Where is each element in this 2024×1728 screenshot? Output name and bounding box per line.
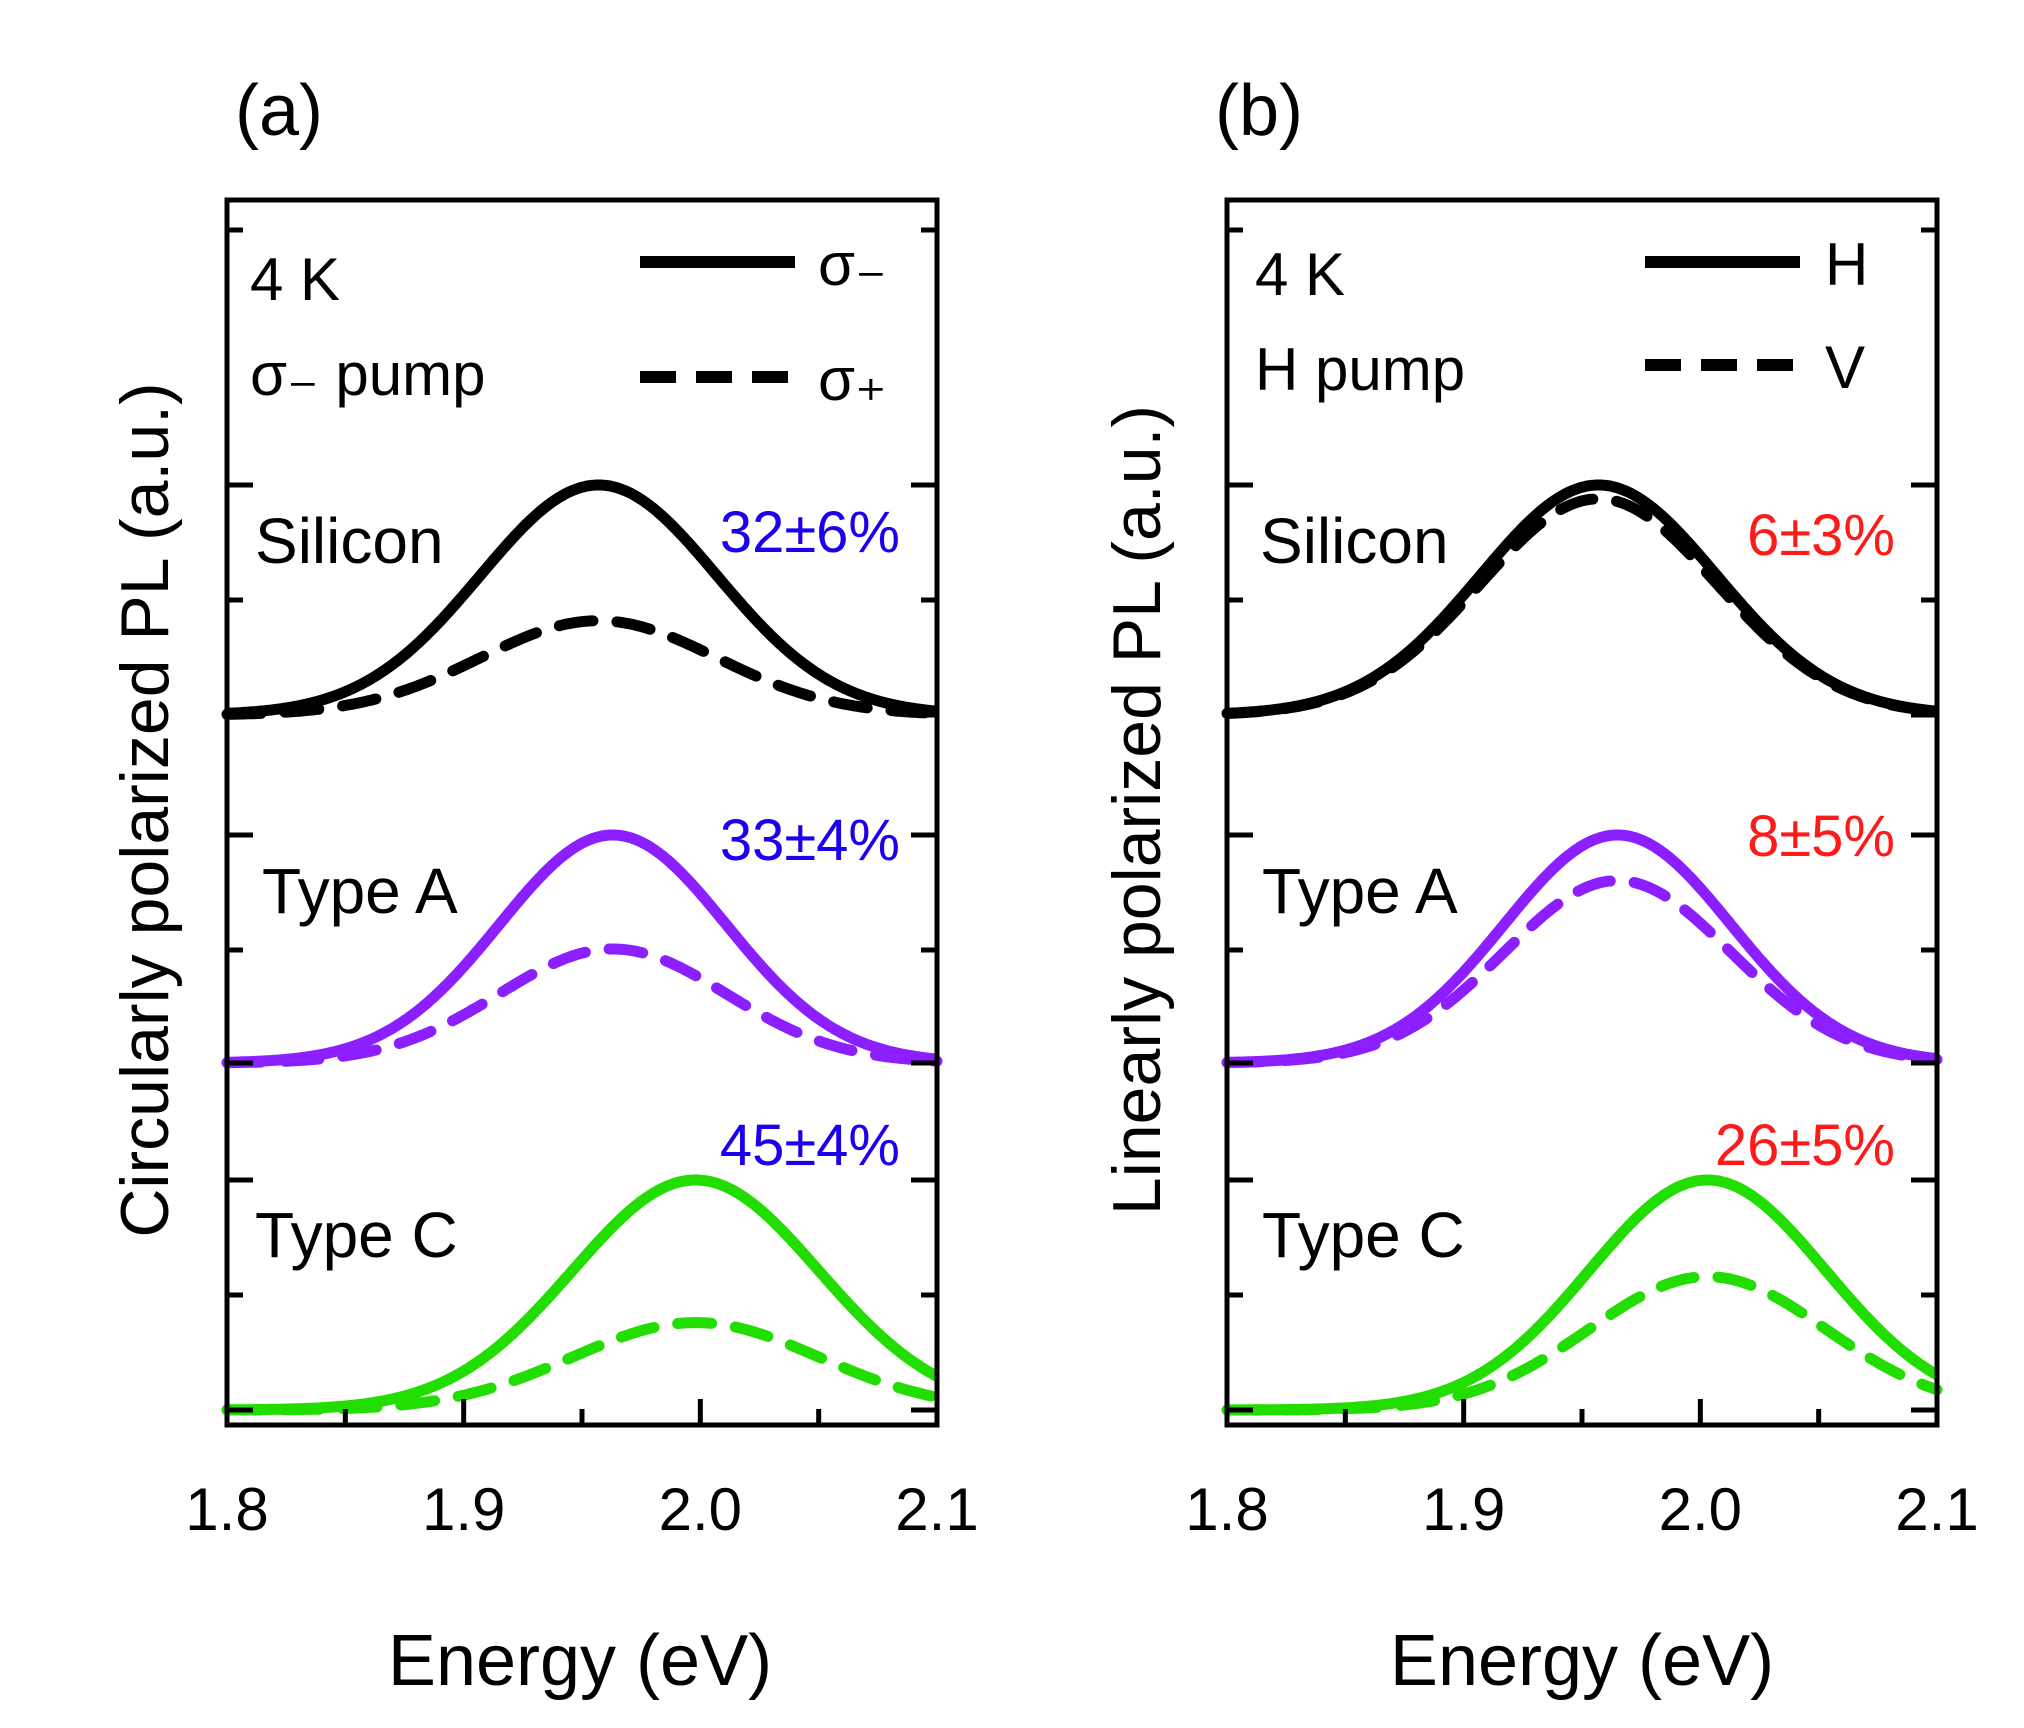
panel-a-label: (a) bbox=[235, 71, 323, 151]
panel-b-x-tick-label: 1.9 bbox=[1422, 1476, 1505, 1543]
panel-a-legend: σ₋ σ₊ bbox=[640, 231, 887, 413]
panel-b-legend-dashed-label: V bbox=[1825, 334, 1865, 401]
panel-a-sample-label-silicon: Silicon bbox=[255, 505, 444, 577]
panel-a-frame bbox=[224, 197, 940, 1428]
panel-a-ticks bbox=[224, 227, 940, 1425]
panel-b-percent-type-a: 8±5% bbox=[1747, 804, 1895, 869]
panel-a-curve-type-a-dashed bbox=[221, 943, 943, 1069]
panel-b-curve-type-a-solid bbox=[1223, 829, 1941, 1068]
panel-b-x-tick-label: 2.1 bbox=[1895, 1476, 1978, 1543]
panel-a-x-tick-label: 1.9 bbox=[422, 1476, 505, 1543]
panel-a-curve-silicon-solid bbox=[223, 479, 941, 719]
panel-b-sample-label-type-a: Type A bbox=[1262, 855, 1458, 927]
panel-b-temperature-label: 4 K bbox=[1255, 241, 1345, 308]
panel-a-curve-type-a-solid bbox=[223, 829, 941, 1068]
panel-b-curve-type-c-dashed bbox=[1221, 1271, 1943, 1416]
panel-a-curve-type-c-solid bbox=[223, 1174, 941, 1416]
panel-a-x-tick-label: 2.1 bbox=[895, 1476, 978, 1543]
panel-a-temperature-label: 4 K bbox=[250, 246, 340, 313]
panel-a-pump-label: σ₋ pump bbox=[250, 341, 485, 408]
panel-b-curve-silicon-solid bbox=[1223, 479, 1941, 719]
panel-a-percent-silicon: 32±6% bbox=[720, 500, 900, 565]
panel-b-x-axis-label: Energy (eV) bbox=[1390, 1621, 1774, 1701]
panel-a-x-tick-label: 2.0 bbox=[659, 1476, 742, 1543]
panel-a-sample-label-type-c: Type C bbox=[255, 1199, 458, 1271]
panel-a-curve-silicon-dashed bbox=[221, 615, 943, 720]
panel-b-ticks bbox=[1224, 227, 1940, 1425]
panel-b-pump-label: H pump bbox=[1255, 336, 1465, 403]
panel-b-curve-type-c-solid bbox=[1223, 1174, 1941, 1416]
panel-b-sample-label-type-c: Type C bbox=[1262, 1199, 1465, 1271]
panel-b-y-axis-label: Linearly polarized PL (a.u.) bbox=[1099, 405, 1175, 1215]
panel-a-percent-type-a: 33±4% bbox=[720, 808, 900, 873]
panel-b-percent-type-c: 26±5% bbox=[1715, 1113, 1895, 1178]
panel-b-legend: H V bbox=[1645, 231, 1868, 401]
panel-a-x-tick-label: 1.8 bbox=[185, 1476, 268, 1543]
panel-a-sample-label-type-a: Type A bbox=[262, 855, 458, 927]
panel-b-x-tick-label: 1.8 bbox=[1185, 1476, 1268, 1543]
panel-b-label: (b) bbox=[1215, 71, 1303, 151]
panel-b-legend-solid-label: H bbox=[1825, 231, 1868, 298]
panel-b-curves bbox=[1221, 479, 1943, 1416]
panel-a-legend-solid-label: σ₋ bbox=[818, 231, 887, 298]
panel-a-x-axis-label: Energy (eV) bbox=[388, 1621, 772, 1701]
panel-a-curves bbox=[221, 479, 943, 1416]
panel-a-y-axis-label: Circularly polarized PL (a.u.) bbox=[107, 382, 183, 1237]
panel-a-legend-dashed-label: σ₊ bbox=[818, 346, 887, 413]
panel-a-curve-type-c-dashed bbox=[221, 1317, 943, 1416]
panel-b-sample-label-silicon: Silicon bbox=[1260, 505, 1449, 577]
panel-a-percent-type-c: 45±4% bbox=[720, 1113, 900, 1178]
panel-b-x-tick-label: 2.0 bbox=[1659, 1476, 1742, 1543]
panel-b-percent-silicon: 6±3% bbox=[1747, 503, 1895, 568]
panel-a: (a) Circularly polarized PL (a.u.) Energ… bbox=[107, 71, 979, 1701]
panel-b: (b) Linearly polarized PL (a.u.) Energy … bbox=[1099, 71, 1979, 1701]
panel-b-frame bbox=[1224, 197, 1940, 1428]
